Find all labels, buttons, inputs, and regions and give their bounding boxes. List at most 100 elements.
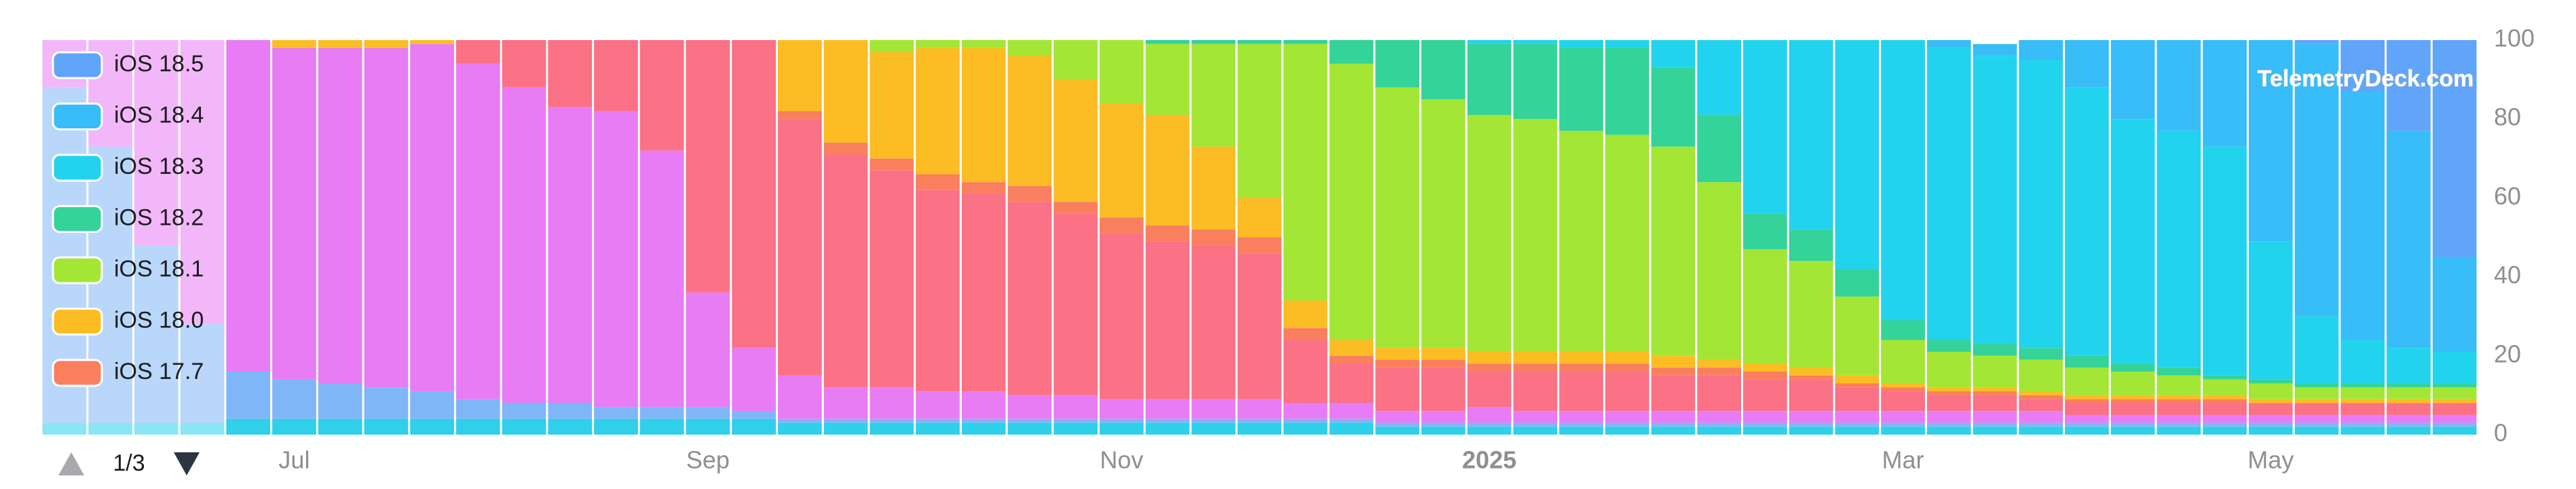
bar-segment — [961, 422, 1006, 435]
bar-segment — [2203, 403, 2247, 415]
bar-segment — [1421, 411, 1466, 423]
bar-segment — [1697, 182, 1742, 360]
bar-segment — [1513, 427, 1558, 435]
bar-segment — [2248, 379, 2293, 384]
bar-segment — [1375, 87, 1420, 348]
bar-segment — [1651, 67, 1696, 147]
bar-segment — [455, 40, 500, 64]
bar-segment — [2110, 119, 2155, 364]
bar-segment — [2065, 403, 2109, 415]
bar-segment — [777, 40, 822, 111]
bar-segment — [2432, 422, 2477, 427]
bar-segment — [2432, 257, 2477, 352]
bar-segment — [1651, 146, 1696, 356]
bar-segment — [2432, 403, 2477, 415]
bar-segment — [1835, 383, 1880, 388]
bar-segment — [686, 407, 730, 419]
bar-segment — [2065, 399, 2109, 403]
bar-segment — [1697, 375, 1742, 412]
legend-prev[interactable] — [58, 452, 84, 475]
x-tick-label: May — [2247, 446, 2294, 474]
bar-segment — [2340, 427, 2385, 435]
bar-segment — [2110, 422, 2155, 427]
bar-segment — [2110, 427, 2155, 435]
bar-segment — [1835, 375, 1880, 384]
bar-segment — [916, 418, 960, 423]
bar-segment — [1283, 300, 1328, 329]
bar-segment — [870, 40, 914, 52]
legend-label: iOS 18.3 — [114, 153, 204, 179]
bar-segment — [1467, 427, 1512, 435]
bar-segment — [2157, 40, 2201, 131]
bar-segment — [1605, 134, 1649, 352]
bar-segment — [2294, 387, 2339, 399]
bar-segment — [1375, 348, 1420, 360]
bar-segment — [870, 52, 914, 159]
bar-segment — [916, 40, 960, 48]
legend-label: iOS 18.1 — [114, 256, 204, 282]
bar-segment — [2157, 399, 2201, 403]
bar-segment — [1053, 395, 1098, 419]
bar-segment — [1421, 367, 1466, 412]
bar-segment — [1145, 115, 1190, 226]
bar-segment — [1605, 411, 1649, 423]
legend-swatch — [52, 153, 103, 182]
bar-segment — [1145, 399, 1190, 419]
bar-segment — [2110, 363, 2155, 372]
bar-segment — [1099, 233, 1144, 399]
bar-segment — [2157, 367, 2201, 376]
bar-segment — [1329, 418, 1374, 423]
bar-segment — [1513, 43, 1558, 120]
x-tick-label: Jul — [278, 446, 310, 474]
bar-segment — [548, 107, 593, 403]
bar-segment — [134, 245, 179, 423]
bar-segment — [410, 40, 454, 44]
bar-segment — [2203, 379, 2247, 395]
bar-segment — [1973, 427, 2017, 435]
bar-segment — [1283, 418, 1328, 423]
legend: iOS 18.5 iOS 18.4 iOS 18.3 iOS 18.2 iOS 18.1… — [52, 51, 204, 387]
bar-segment — [2248, 399, 2293, 403]
bar-segment — [1237, 237, 1282, 253]
bar-segment — [1743, 372, 1787, 380]
bar-segment — [823, 422, 868, 435]
bar-segment — [1513, 119, 1558, 352]
bar-segment — [410, 418, 454, 435]
bar-segment — [1007, 56, 1052, 186]
legend-label: iOS 18.4 — [114, 102, 204, 128]
bar-segment — [916, 391, 960, 419]
bar-segment — [1789, 40, 1833, 230]
legend-next[interactable] — [174, 452, 200, 475]
bar-segment — [1145, 418, 1190, 423]
bar-segment — [1835, 411, 1880, 423]
bar-segment — [2110, 372, 2155, 395]
bar-segment — [1099, 399, 1144, 419]
bar-segment — [823, 418, 868, 423]
bar-segment — [1053, 202, 1098, 214]
bar-segment — [548, 418, 593, 435]
bar-segment — [2157, 414, 2201, 423]
bar-segment — [2432, 387, 2477, 399]
x-tick-label: 2025 — [1462, 446, 1516, 474]
bar-segment — [1421, 99, 1466, 348]
bar-segment — [502, 40, 546, 88]
bar-segment — [1145, 422, 1190, 435]
bar-segment — [594, 40, 638, 111]
bar-segment — [594, 407, 638, 419]
bar-segment — [1743, 249, 1787, 364]
bar-segment — [1467, 372, 1512, 408]
bar-segment — [1053, 418, 1098, 423]
bar-segment — [777, 111, 822, 120]
bar-segment — [1191, 245, 1236, 399]
bar-segment — [1559, 411, 1603, 423]
bar-segment — [961, 40, 1006, 48]
bar-segment — [1513, 422, 1558, 427]
bar-segment — [1697, 359, 1742, 368]
bar-segment — [1835, 422, 1880, 427]
bar-segment — [1421, 348, 1466, 360]
bar-segment — [2019, 399, 2064, 412]
bar-segment — [1926, 387, 1971, 392]
bar-segment — [2340, 40, 2385, 92]
bar-segment — [1743, 422, 1787, 427]
bar-segment — [1329, 422, 1374, 435]
